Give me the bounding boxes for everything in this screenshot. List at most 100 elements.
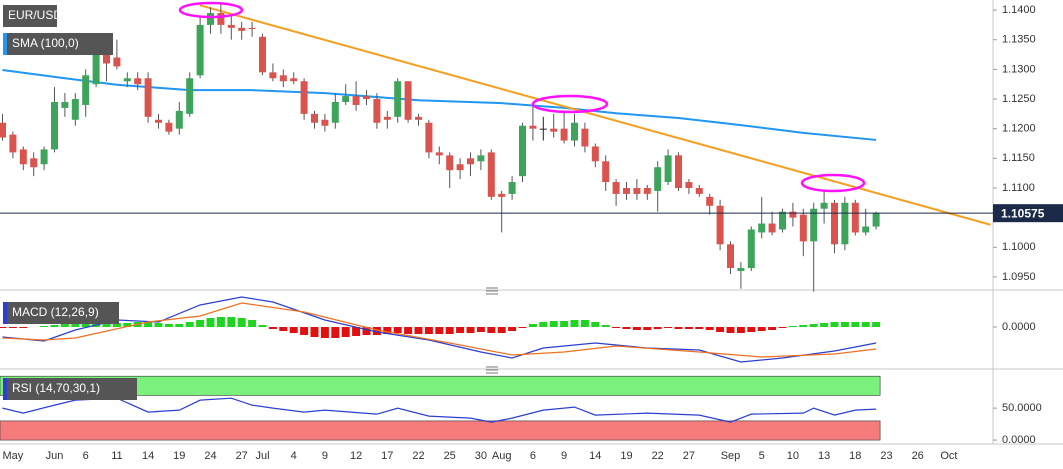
histogram-bar: [123, 323, 132, 327]
histogram-bar: [861, 322, 870, 327]
histogram-bar: [424, 327, 433, 334]
candle-body: [560, 128, 568, 141]
candle-body: [862, 226, 870, 233]
histogram-bar: [341, 327, 350, 337]
histogram-bar: [591, 322, 600, 327]
histogram-bar: [549, 321, 558, 327]
x-tick-label: 19: [620, 450, 632, 462]
candle-body: [61, 101, 69, 108]
candle-body: [238, 27, 246, 31]
histogram-bar: [736, 327, 745, 333]
candle-body: [321, 119, 329, 126]
x-tick-label: 10: [787, 450, 799, 462]
histogram-bar: [580, 320, 589, 327]
histogram-bar: [456, 327, 465, 333]
x-tick-label: 9: [561, 450, 567, 462]
histogram-bar: [310, 327, 319, 337]
histogram-bar: [60, 324, 69, 327]
sma-line: [2, 68, 877, 141]
x-tick-label: 26: [912, 450, 924, 462]
candle-body: [716, 205, 724, 245]
histogram-bar: [258, 325, 267, 327]
histogram-bar: [71, 324, 80, 327]
candle-body: [30, 158, 38, 168]
candle-body: [799, 214, 807, 242]
candle-body: [664, 155, 672, 183]
x-tick-label: 14: [589, 450, 601, 462]
y-tick-label: 1.1350: [1002, 34, 1036, 46]
x-tick-label: 18: [849, 450, 861, 462]
candle-body: [71, 99, 79, 120]
x-tick-label: 27: [236, 450, 248, 462]
candle-body: [144, 78, 152, 117]
histogram-bar: [508, 327, 517, 331]
histogram-bar: [601, 325, 610, 327]
y-tick-label: 1.0950: [1002, 271, 1036, 283]
histogram-bar: [497, 327, 506, 333]
highlight-ellipse: [800, 173, 866, 193]
candle-body: [279, 75, 287, 82]
y-tick-label: 50.0000: [1002, 402, 1042, 414]
pane-handle[interactable]: [486, 287, 498, 374]
x-tick-label: 27: [683, 450, 695, 462]
histogram-bar: [300, 327, 309, 335]
y-tick-label: 1.1150: [1002, 152, 1035, 164]
histogram-bar: [809, 324, 818, 327]
y-tick-label: 1.1100: [1002, 182, 1035, 194]
rsi-zone: [0, 420, 881, 441]
candle-body: [40, 149, 48, 165]
histogram-bar: [196, 320, 205, 327]
x-tick-label: 11: [111, 450, 122, 462]
candle-body: [654, 167, 662, 191]
histogram-bar: [695, 327, 704, 329]
histogram-bar: [393, 327, 402, 333]
candle-body: [487, 152, 495, 197]
candle-body: [300, 81, 308, 114]
trend-line: [199, 4, 991, 226]
histogram-bar: [476, 327, 485, 332]
x-tick-label: Jul: [255, 450, 269, 462]
candle-body: [456, 164, 464, 171]
candle-body: [695, 187, 703, 194]
candle-body: [685, 182, 693, 188]
x-tick-label: 22: [652, 450, 664, 462]
candle-body: [196, 24, 204, 76]
x-tick-label: Jun: [46, 450, 64, 462]
x-tick-label: 14: [142, 450, 154, 462]
candle-body: [643, 187, 651, 194]
candle-body: [259, 36, 266, 73]
candle-body: [591, 146, 599, 162]
candle-body: [768, 223, 776, 233]
histogram-bar: [684, 327, 693, 329]
candle-body: [831, 202, 838, 245]
rsi-line: [2, 397, 877, 423]
highlight-ellipse: [178, 1, 244, 19]
candle-body: [747, 229, 755, 269]
histogram-bar: [164, 324, 173, 327]
x-tick-label: 4: [291, 450, 297, 462]
histogram-bar: [289, 327, 298, 333]
candle-body: [779, 211, 786, 230]
candle-body: [477, 155, 485, 162]
candle-body: [539, 128, 547, 130]
candle-body: [51, 101, 58, 150]
histogram-bar: [664, 327, 673, 328]
x-tick-label: 22: [412, 450, 424, 462]
candle-body: [123, 78, 131, 82]
indicator-line: [2, 296, 877, 363]
candle-body: [0, 122, 6, 138]
candle-body: [789, 211, 797, 218]
candle-body: [581, 128, 589, 147]
y-tick-label: 1.1000: [1002, 241, 1036, 253]
x-tick-label: 19: [173, 450, 185, 462]
candle-body: [467, 158, 474, 165]
histogram-bar: [778, 327, 787, 328]
candle-body: [383, 116, 391, 120]
histogram-bar: [352, 327, 361, 336]
candle-body: [529, 125, 537, 129]
histogram-bar: [81, 324, 90, 327]
x-tick-label: 12: [350, 450, 362, 462]
x-tick-label: 30: [475, 450, 487, 462]
histogram-bar: [227, 317, 236, 327]
